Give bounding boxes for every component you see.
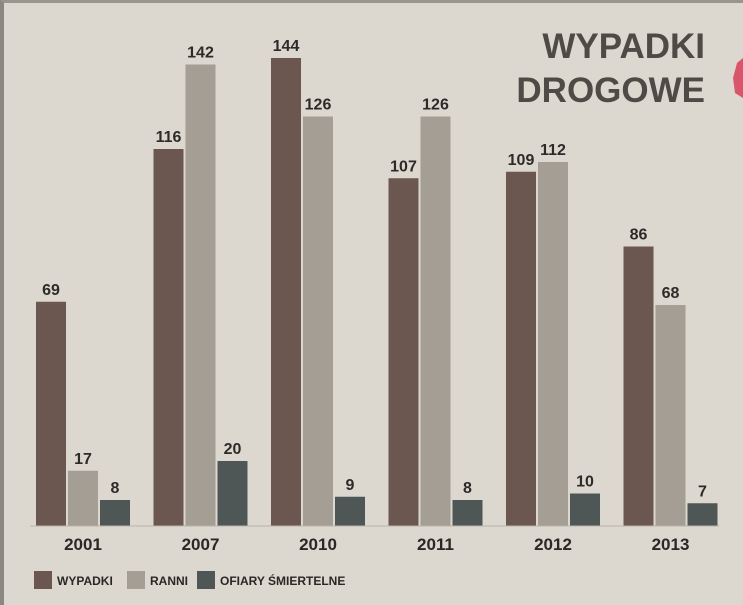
bar-2013-3 — [687, 503, 718, 526]
x-tick-labels: 2001 2007 2010 2011 2012 2013 — [64, 535, 689, 554]
bar-2012-3 — [570, 493, 600, 526]
bar-2001-2 — [68, 470, 98, 526]
value-label-2001-1: 69 — [42, 282, 60, 299]
bar-2011-2 — [420, 116, 451, 526]
chart-title-line-1: WYPADKI — [542, 27, 705, 66]
legend-swatch-2 — [127, 571, 145, 589]
bar-2012-2 — [538, 162, 568, 526]
bar-2010-1 — [271, 58, 301, 526]
x-tick-2007: 2007 — [182, 535, 220, 554]
legend-label-3: OFIARY ŚMIERTELNE — [220, 573, 345, 588]
value-labels: 69 17 8 116 142 20 144 126 9 107 126 8 109 112 10 86 68 7 — [42, 38, 707, 500]
bar-2007-1 — [153, 149, 184, 526]
bar-2012-1 — [506, 171, 536, 526]
value-label-2013-2: 68 — [662, 285, 680, 302]
x-tick-2011: 2011 — [417, 535, 454, 554]
bar-2013-2 — [655, 305, 686, 526]
accent-tab-shape — [733, 58, 743, 98]
value-label-2013-3: 7 — [698, 483, 707, 500]
value-label-2011-1: 107 — [390, 158, 417, 175]
bar-2007-2 — [185, 64, 216, 526]
bar-2011-1 — [388, 178, 419, 526]
legend-swatch-1 — [34, 571, 52, 589]
value-label-2013-1: 86 — [630, 227, 648, 244]
value-label-2011-2: 126 — [422, 97, 449, 114]
x-tick-2010: 2010 — [299, 535, 337, 554]
chart-title-line-2: DROGOWE — [516, 71, 705, 110]
value-label-2001-2: 17 — [74, 451, 92, 468]
value-label-2011-3: 8 — [463, 480, 472, 497]
chart-title: WYPADKI DROGOWE — [516, 27, 705, 110]
bar-2010-3 — [335, 496, 365, 526]
value-label-2010-3: 9 — [346, 477, 355, 494]
value-label-2010-1: 144 — [273, 38, 300, 55]
value-label-2010-2: 126 — [305, 97, 332, 114]
legend-swatch-3 — [197, 571, 215, 589]
bar-2013-1 — [623, 246, 654, 526]
legend: WYPADKI RANNI OFIARY ŚMIERTELNE — [34, 571, 345, 589]
bar-2001-3 — [100, 500, 130, 526]
bar-2007-3 — [217, 461, 248, 526]
bar-2010-2 — [303, 116, 333, 526]
value-label-2001-3: 8 — [111, 480, 120, 497]
value-label-2007-2: 142 — [187, 45, 214, 62]
value-label-2007-1: 116 — [156, 129, 182, 146]
bar-2001-1 — [36, 301, 66, 526]
value-label-2012-1: 109 — [508, 152, 535, 169]
bar-2011-3 — [452, 500, 483, 526]
value-label-2007-3: 20 — [224, 441, 242, 458]
x-tick-2001: 2001 — [64, 535, 102, 554]
x-tick-2012: 2012 — [534, 535, 572, 554]
legend-label-1: WYPADKI — [57, 574, 113, 588]
x-tick-2013: 2013 — [652, 535, 690, 554]
value-label-2012-2: 112 — [540, 142, 566, 159]
bars — [36, 58, 718, 526]
legend-label-2: RANNI — [150, 574, 188, 588]
value-label-2012-3: 10 — [576, 474, 594, 491]
